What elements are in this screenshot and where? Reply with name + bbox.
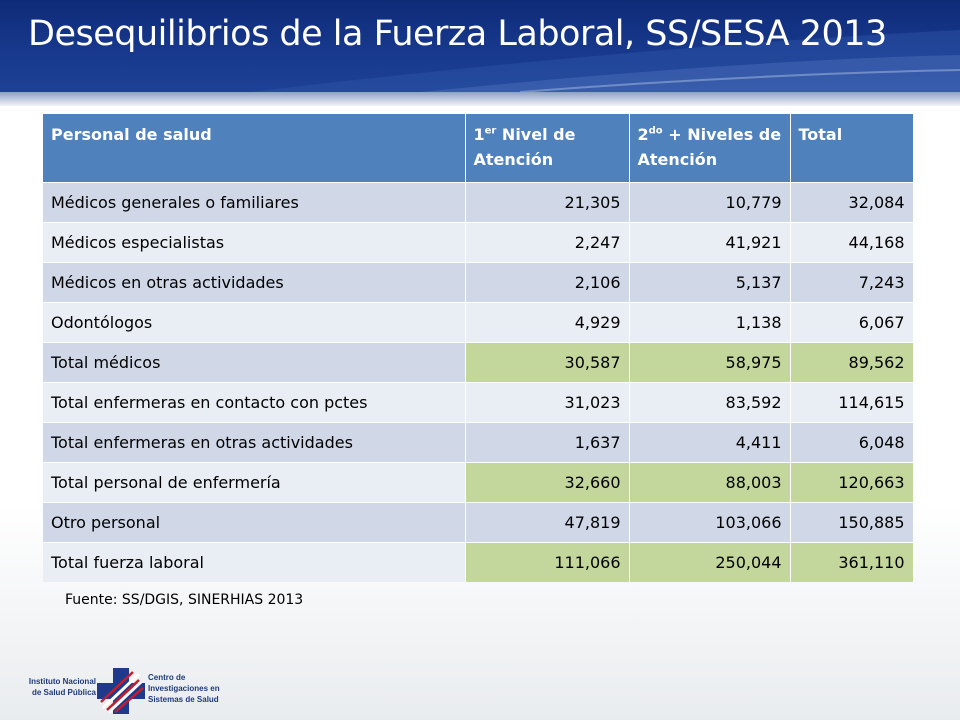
- cell-total: 7,243: [790, 262, 914, 303]
- row-label: Médicos generales o familiares: [43, 182, 466, 223]
- cell-total: 114,615: [790, 382, 914, 423]
- table-row-subtotal: Total médicos 30,587 58,975 89,562: [43, 342, 914, 383]
- cell-second-level: 58,975: [629, 342, 791, 383]
- table-header-row: Personal de salud 1er Nivel de Atención …: [43, 114, 914, 183]
- table-row: Odontólogos 4,929 1,138 6,067: [43, 302, 914, 343]
- table-row-grand-total: Total fuerza laboral 111,066 250,044 361…: [43, 542, 914, 582]
- header-total: Total: [790, 114, 914, 183]
- cell-total: 89,562: [790, 342, 914, 383]
- header-second-level-num: 2: [637, 125, 649, 144]
- insp-line-2: de Salud Pública: [31, 688, 96, 697]
- cisis-line-3: Sistemas de Salud: [148, 695, 219, 704]
- row-label: Otro personal: [43, 502, 466, 543]
- cell-second-level: 4,411: [629, 422, 791, 463]
- header-second-level: 2do + Niveles de Atención: [629, 114, 791, 183]
- cell-first-level: 32,660: [465, 462, 630, 503]
- cell-first-level: 2,106: [465, 262, 630, 303]
- header-first-level-sup: er: [484, 125, 497, 137]
- cell-second-level: 250,044: [629, 542, 791, 582]
- header-first-level: 1er Nivel de Atención: [465, 114, 630, 183]
- header-personal: Personal de salud: [43, 114, 466, 183]
- insp-logo-text: Instituto Nacional de Salud Pública: [12, 676, 96, 698]
- table-row-subtotal: Total personal de enfermería 32,660 88,0…: [43, 462, 914, 503]
- cell-total: 120,663: [790, 462, 914, 503]
- table-row: Médicos especialistas 2,247 41,921 44,16…: [43, 222, 914, 263]
- cell-second-level: 5,137: [629, 262, 791, 303]
- cell-first-level: 1,637: [465, 422, 630, 463]
- cell-first-level: 30,587: [465, 342, 630, 383]
- row-label: Total médicos: [43, 342, 466, 383]
- cell-second-level: 1,138: [629, 302, 791, 343]
- institution-logo-icon: [97, 668, 145, 714]
- cell-first-level: 4,929: [465, 302, 630, 343]
- header-second-level-sup: do: [648, 125, 663, 137]
- title-bar: Desequilibrios de la Fuerza Laboral, SS/…: [0, 0, 960, 92]
- row-label: Total fuerza laboral: [43, 542, 466, 582]
- cisis-line-1: Centro de: [148, 673, 186, 682]
- source-note: Fuente: SS/DGIS, SINERHIAS 2013: [65, 592, 304, 608]
- header-swoosh-decoration: [250, 30, 960, 92]
- cisis-logo-text: Centro de Investigaciones en Sistemas de…: [148, 672, 258, 705]
- table-row: Médicos generales o familiares 21,305 10…: [43, 182, 914, 223]
- page-title: Desequilibrios de la Fuerza Laboral, SS/…: [28, 14, 887, 54]
- cell-total: 44,168: [790, 222, 914, 263]
- table-row: Médicos en otras actividades 2,106 5,137…: [43, 262, 914, 303]
- cisis-line-2: Investigaciones en: [148, 684, 220, 693]
- cell-first-level: 47,819: [465, 502, 630, 543]
- header-second-level-text: + Niveles de Atención: [637, 125, 782, 169]
- cell-first-level: 111,066: [465, 542, 630, 582]
- header-first-level-text: Nivel de Atención: [473, 125, 576, 169]
- cell-second-level: 10,779: [629, 182, 791, 223]
- header-first-level-num: 1: [473, 125, 485, 144]
- cell-total: 6,048: [790, 422, 914, 463]
- cell-second-level: 88,003: [629, 462, 791, 503]
- row-label: Total personal de enfermería: [43, 462, 466, 503]
- cell-first-level: 2,247: [465, 222, 630, 263]
- table-row: Total enfermeras en otras actividades 1,…: [43, 422, 914, 463]
- table-row: Total enfermeras en contacto con pctes 3…: [43, 382, 914, 423]
- cell-total: 150,885: [790, 502, 914, 543]
- row-label: Total enfermeras en otras actividades: [43, 422, 466, 463]
- row-label: Médicos especialistas: [43, 222, 466, 263]
- table-row: Otro personal 47,819 103,066 150,885: [43, 502, 914, 543]
- cell-first-level: 31,023: [465, 382, 630, 423]
- cell-second-level: 41,921: [629, 222, 791, 263]
- header-band: [0, 92, 960, 106]
- cell-second-level: 83,592: [629, 382, 791, 423]
- row-label: Odontólogos: [43, 302, 466, 343]
- row-label: Total enfermeras en contacto con pctes: [43, 382, 466, 423]
- cell-total: 32,084: [790, 182, 914, 223]
- row-label: Médicos en otras actividades: [43, 262, 466, 303]
- cell-total: 361,110: [790, 542, 914, 582]
- cell-first-level: 21,305: [465, 182, 630, 223]
- workforce-table: Personal de salud 1er Nivel de Atención …: [43, 114, 914, 582]
- insp-line-1: Instituto Nacional: [28, 677, 96, 686]
- cell-second-level: 103,066: [629, 502, 791, 543]
- cell-total: 6,067: [790, 302, 914, 343]
